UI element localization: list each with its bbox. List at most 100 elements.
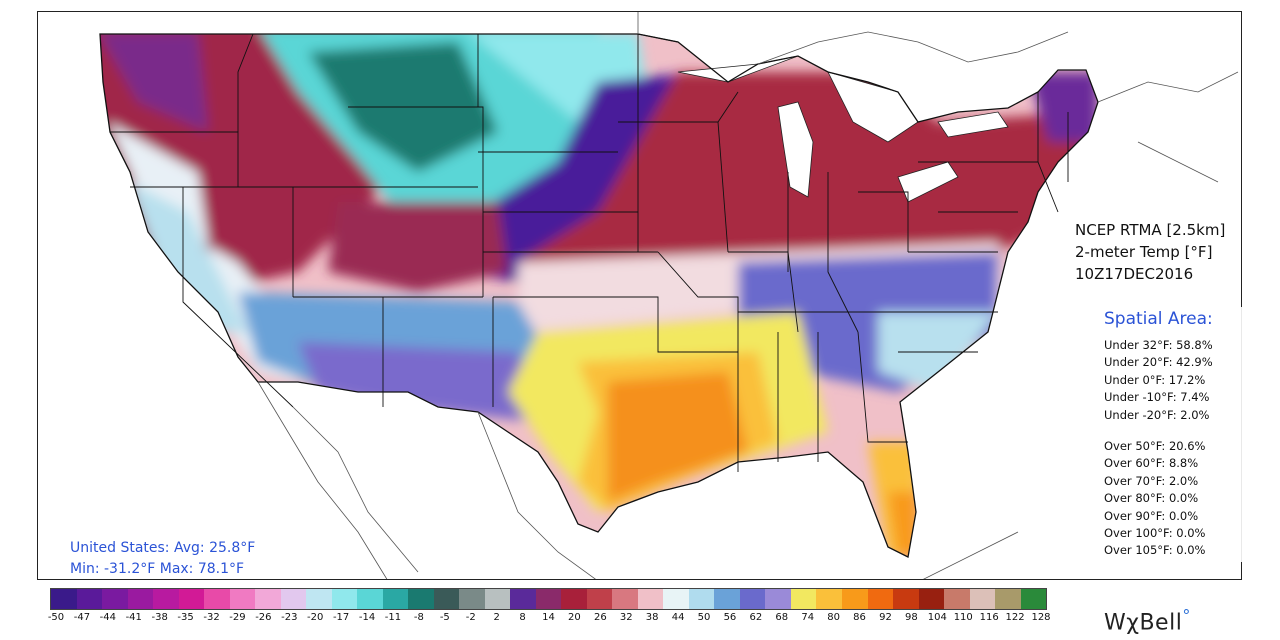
colorbar-swatch: [867, 589, 894, 609]
colorbar-tick-label: 2: [493, 612, 500, 623]
colorbar-swatch: [893, 589, 919, 609]
colorbar-swatch: [178, 589, 205, 609]
temperature-map: [37, 11, 1242, 580]
us-min-max: Min: -31.2°F Max: 78.1°F: [70, 561, 245, 577]
colorbar-swatch: [765, 589, 791, 609]
colorbar-tick-label: -35: [177, 612, 194, 623]
colorbar-tick-label: -26: [255, 612, 272, 623]
colorbar-tick-label: 62: [749, 612, 763, 623]
colorbar-tick-label: 74: [801, 612, 815, 623]
colorbar-tick-label: -2: [465, 612, 476, 623]
colorbar-swatch: [586, 589, 613, 609]
over-70-stat: Over 70°F: 2.0%: [1104, 473, 1199, 488]
colorbar-swatch: [357, 589, 383, 609]
weatherbell-logo: WχBell°: [1104, 606, 1191, 635]
colorbar-swatch: [484, 589, 511, 609]
colorbar-swatch: [739, 589, 766, 609]
colorbar-swatch: [918, 589, 945, 609]
us-average: United States: Avg: 25.8°F: [70, 540, 256, 556]
colorbar-tick-label: -44: [99, 612, 116, 623]
brand-mark: °: [1182, 606, 1191, 625]
colorbar-swatch: [637, 589, 664, 609]
us-stats: United States: Avg: 25.8°F Min: -31.2°F …: [70, 538, 255, 580]
colorbar-tick-label: 98: [905, 612, 918, 623]
colorbar-swatch: [561, 589, 587, 609]
colorbar-swatch: [995, 589, 1021, 609]
colorbar-tick-label: 44: [671, 612, 685, 623]
colorbar-swatch: [714, 589, 740, 609]
colorbar-swatch: [535, 589, 562, 609]
colorbar-tick-label: -23: [281, 612, 298, 623]
colorbar-tick-label: -47: [73, 612, 91, 623]
colorbar-tick-label: 80: [827, 612, 840, 623]
colorbar-swatch: [255, 589, 281, 609]
colorbar-swatch: [280, 589, 307, 609]
colorbar-tick-label: 20: [568, 612, 581, 623]
brand-name: WχBell: [1104, 610, 1183, 636]
colorbar-swatch: [127, 589, 154, 609]
colorbar-tick-label: 92: [879, 612, 892, 623]
colorbar-swatch: [229, 589, 256, 609]
colorbar-swatch: [841, 589, 868, 609]
colorbar-tick-label: -29: [229, 612, 246, 623]
under-minus-20-stat: Under -20°F: 2.0%: [1104, 407, 1210, 422]
colorbar-swatch: [204, 589, 230, 609]
colorbar-tick-label: 26: [593, 612, 607, 623]
title-line-3: 10Z17DEC2016: [1075, 265, 1194, 283]
colorbar-tick-label: 14: [542, 612, 555, 623]
under-32-stat: Under 32°F: 58.8%: [1104, 338, 1213, 352]
colorbar-tick-label: -5: [439, 612, 450, 623]
colorbar-tick-label: 56: [723, 612, 737, 623]
colorbar-tick-label: -11: [384, 612, 402, 623]
map-title-block: NCEP RTMA [2.5km] 2-meter Temp [°F] 10Z1…: [1071, 217, 1230, 287]
colorbar-tick-label: 50: [697, 612, 711, 623]
colorbar-swatch: [51, 589, 77, 609]
colorbar-tick-label: 68: [775, 612, 789, 623]
colorbar-swatch: [816, 589, 842, 609]
colorbar-swatch: [306, 589, 332, 609]
over-100-stat: Over 100°F: 0.0%: [1104, 526, 1206, 541]
spatial-area-heading: Spatial Area:: [1104, 309, 1213, 329]
colorbar-tick-label: 8: [519, 612, 526, 623]
colorbar-swatch: [102, 589, 128, 609]
colorbar-ticks: -50 -47 -44 -41 -38 -35 -32 -29 -26 -23 -20 -17 -14-…: [47, 612, 1051, 626]
colorbar-swatch: [663, 589, 689, 609]
over-60-stat: Over 60°F: 8.8%: [1104, 456, 1199, 471]
colorbar-tick-label: 86: [853, 612, 866, 623]
colorbar-swatch: [1020, 589, 1047, 609]
colorbar-tick-label: -20: [307, 612, 324, 623]
colorbar-swatch: [408, 589, 434, 609]
over-80-stat: Over 80°F: 0.0%: [1104, 491, 1199, 506]
colorbar-swatch: [790, 589, 817, 609]
colorbar-swatch: [382, 589, 409, 609]
colorbar-swatch: [612, 589, 638, 609]
colorbar-tick-label: -41: [125, 612, 142, 623]
colorbar-tick-label: 122: [1005, 612, 1025, 623]
colorbar-tick-label: -50: [47, 612, 65, 623]
colorbar-tick-label: 110: [953, 612, 973, 623]
map-canvas: [38, 12, 1241, 579]
colorbar-tick-label: -8: [413, 612, 424, 623]
under-20-stat: Under 20°F: 42.9%: [1104, 355, 1213, 370]
colorbar-tick-label: -14: [358, 612, 376, 623]
under-0-stat: Under 0°F: 17.2%: [1104, 372, 1206, 387]
colorbar-tick-label: -17: [332, 612, 350, 623]
under-minus-10-stat: Under -10°F: 7.4%: [1104, 390, 1210, 405]
us-outline: [99, 33, 1099, 558]
colorbar-tick-label: 116: [979, 612, 999, 623]
colorbar-swatch: [510, 589, 536, 609]
colorbar-swatch: [153, 589, 179, 609]
over-90-stat: Over 90°F: 0.0%: [1104, 508, 1199, 523]
title-line-2: 2-meter Temp [°F]: [1075, 243, 1213, 261]
over-50-stat: Over 50°F: 20.6%: [1104, 439, 1206, 454]
colorbar-swatch: [944, 589, 970, 609]
colorbar-tick-label: -32: [203, 612, 220, 623]
colorbar-swatch: [76, 589, 103, 609]
colorbar-tick-label: -38: [151, 612, 168, 623]
colorbar-swatch: [969, 589, 996, 609]
colorbar-tick-label: 104: [927, 612, 947, 623]
colorbar-swatch: [331, 589, 358, 609]
colorbar-tick-label: 32: [619, 612, 633, 623]
temperature-colorbar: [50, 588, 1047, 610]
colorbar-swatch: [459, 589, 485, 609]
